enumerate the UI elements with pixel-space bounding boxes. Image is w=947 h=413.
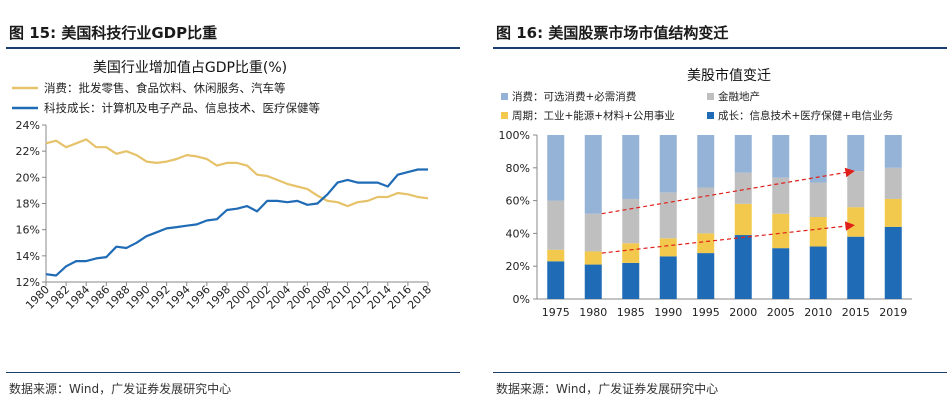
x-tick-label: 1980 xyxy=(579,306,607,319)
x-tick-label: 2015 xyxy=(842,306,870,319)
legend-label: 成长：信息技术+医疗保健+电信业务 xyxy=(718,109,894,122)
chart-title: 美股市值变迁 xyxy=(687,67,771,84)
y-tick-label: 16% xyxy=(16,224,40,237)
y-tick-label: 14% xyxy=(16,250,40,263)
bar-segment xyxy=(884,135,902,168)
bar-segment xyxy=(847,135,865,172)
bar-segment xyxy=(584,135,602,214)
series-line xyxy=(45,168,428,277)
bar-segment xyxy=(697,135,715,188)
bar-segment xyxy=(622,243,640,263)
y-tick-label: 80% xyxy=(506,162,530,175)
y-tick-label: 20% xyxy=(16,171,40,184)
legend-label: 金融地产 xyxy=(718,90,760,103)
y-tick-label: 0% xyxy=(513,293,530,306)
legend-swatch xyxy=(707,112,714,119)
trend-arrow xyxy=(601,221,855,254)
x-tick-label: 2010 xyxy=(804,306,832,319)
bar-segment xyxy=(659,238,677,257)
y-tick-label: 12% xyxy=(16,276,40,289)
bar-segment xyxy=(772,213,790,249)
bar-segment xyxy=(622,198,640,244)
bar-segment xyxy=(847,207,865,237)
figure-title: 图 15: 美国科技行业GDP比重 xyxy=(9,24,218,42)
title-rule xyxy=(6,47,460,49)
figure-title: 图 16: 美国股票市场市值结构变迁 xyxy=(496,24,729,42)
x-tick-label: 2000 xyxy=(729,306,757,319)
bar-segment xyxy=(734,235,752,299)
bar-segment xyxy=(697,187,715,234)
bar-segment xyxy=(884,167,902,199)
x-tick-label: 1990 xyxy=(654,306,682,319)
bar-segment xyxy=(659,135,677,193)
legend-label: 消费：可选消费+必需消费 xyxy=(512,90,636,103)
bar-segment xyxy=(584,213,602,252)
trend-arrow xyxy=(601,167,855,215)
footer-rule xyxy=(6,372,460,373)
x-tick-label: 1995 xyxy=(692,306,720,319)
bar-segment xyxy=(884,226,902,299)
x-tick-label: 2005 xyxy=(767,306,795,319)
bar-segment xyxy=(659,192,677,239)
y-tick-label: 24% xyxy=(16,119,40,132)
source-note: 数据来源：Wind，广发证券发展研究中心 xyxy=(496,382,719,396)
bar-segment xyxy=(584,251,602,265)
bar-segment xyxy=(884,198,902,227)
bar-segment xyxy=(772,177,790,214)
y-tick-label: 100% xyxy=(499,129,530,142)
bar-segment xyxy=(847,171,865,208)
bar-segment xyxy=(809,135,827,183)
x-tick-label: 2019 xyxy=(879,306,907,319)
legend-swatch xyxy=(707,93,714,100)
bar-segment xyxy=(659,256,677,299)
x-tick-label: 1985 xyxy=(617,306,645,319)
bar-segment xyxy=(547,249,565,262)
legend-label: 消费：批发零售、食品饮料、休闲服务、汽车等 xyxy=(44,81,286,95)
bar-segment xyxy=(809,217,827,247)
bar-segment xyxy=(809,246,827,299)
bar-segment xyxy=(622,262,640,299)
legend-swatch xyxy=(501,112,508,119)
series-line xyxy=(45,138,429,208)
source-note: 数据来源：Wind，广发证券发展研究中心 xyxy=(9,382,232,396)
bar-segment xyxy=(847,236,865,299)
bar-segment xyxy=(697,233,715,254)
bar-segment xyxy=(547,135,565,201)
legend-label: 周期：工业+能源+材料+公用事业 xyxy=(512,109,675,122)
y-tick-label: 20% xyxy=(506,260,530,273)
bar-segment xyxy=(809,182,827,217)
y-tick-label: 22% xyxy=(16,145,40,158)
title-rule xyxy=(493,47,947,49)
bar-segment xyxy=(734,135,752,173)
bar-segment xyxy=(547,261,565,299)
line-chart: 美国行业增加值占GDP比重(%)12%14%16%18%20%22%24%198… xyxy=(12,60,434,312)
y-tick-label: 18% xyxy=(16,198,40,211)
y-tick-label: 60% xyxy=(506,195,530,208)
x-tick-label: 2018 xyxy=(405,283,434,312)
legend-swatch xyxy=(501,93,508,100)
bar-segment xyxy=(622,135,640,199)
bar-segment xyxy=(734,172,752,204)
bar-segment xyxy=(697,253,715,299)
right-figure-panel: 图 16: 美国股票市场市值结构变迁 美股市值变迁消费：可选消费+必需消费 金融地… xyxy=(487,0,947,413)
y-tick-label: 40% xyxy=(506,227,530,240)
bar-segment xyxy=(584,264,602,299)
bar-segment xyxy=(772,248,790,299)
left-figure-panel: 图 15: 美国科技行业GDP比重 美国行业增加值占GDP比重(%) 12% 14%… xyxy=(0,0,460,413)
chart-title: 美国行业增加值占GDP比重(%) xyxy=(93,60,287,76)
x-tick-label: 1975 xyxy=(542,306,570,319)
footer-rule xyxy=(493,372,947,373)
bar-segment xyxy=(547,200,565,250)
bar-segment xyxy=(734,203,752,236)
legend-label: 科技成长：计算机及电子产品、信息技术、医疗保健等 xyxy=(44,101,320,115)
bar-segment xyxy=(772,135,790,178)
